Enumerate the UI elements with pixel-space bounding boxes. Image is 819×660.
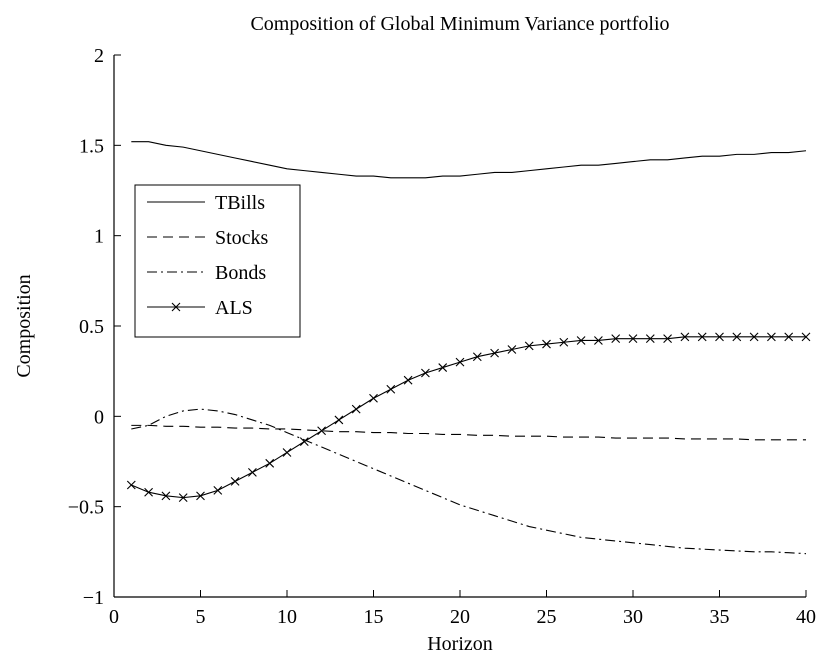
series-line (131, 424, 806, 441)
series-marker (438, 363, 448, 372)
y-tick-label: 0 (94, 406, 104, 428)
legend-marker (171, 302, 181, 312)
series-marker (594, 336, 603, 345)
x-tick-label: 10 (277, 606, 297, 628)
x-axis-label: Horizon (427, 633, 493, 655)
series-marker (767, 332, 776, 342)
series-marker (576, 336, 586, 345)
series-marker (559, 337, 569, 347)
x-tick-label: 0 (109, 606, 119, 628)
y-tick-label: 2 (94, 45, 104, 67)
series-marker (749, 332, 759, 342)
legend-label: ALS (215, 297, 253, 319)
series-marker (351, 404, 361, 414)
series-marker (126, 480, 136, 490)
series-marker (680, 332, 690, 342)
series-marker (213, 486, 223, 495)
series-marker (403, 375, 413, 385)
series-marker (317, 426, 326, 436)
series-marker (715, 332, 724, 342)
series-line (131, 336, 806, 499)
series-marker (611, 334, 621, 344)
x-tick-label: 20 (450, 606, 470, 628)
x-tick-label: 40 (796, 606, 816, 628)
x-tick-label: 15 (364, 606, 384, 628)
legend-box (134, 184, 301, 338)
series-marker (490, 348, 499, 358)
x-tick-label: 5 (196, 606, 206, 628)
x-tick-label: 30 (623, 606, 643, 628)
series-marker (455, 357, 465, 367)
chart-title: Composition of Global Minimum Variance p… (250, 13, 669, 35)
series-marker (161, 491, 171, 501)
y-tick-label: −1 (83, 587, 104, 609)
y-tick-label: 1.5 (79, 135, 104, 157)
y-axis-label: Composition (13, 274, 35, 377)
series-marker (178, 493, 188, 503)
x-tick-label: 35 (710, 606, 730, 628)
series-marker (421, 368, 430, 378)
series-marker (645, 334, 655, 344)
legend-label: TBills (215, 192, 265, 214)
series-marker (248, 467, 257, 477)
series-marker (542, 339, 551, 349)
legend-label: Bonds (215, 262, 266, 284)
series-marker (282, 448, 292, 457)
series-marker (801, 332, 811, 342)
series-marker (196, 491, 205, 501)
series-marker (732, 332, 742, 342)
series-marker (144, 487, 153, 497)
series-line (131, 141, 807, 179)
x-tick-label: 25 (537, 606, 557, 628)
series-marker (784, 332, 794, 342)
series-marker (369, 393, 378, 403)
series-marker (524, 341, 534, 351)
series-marker (299, 437, 309, 447)
y-tick-label: −0.5 (68, 497, 104, 519)
series-marker (663, 334, 672, 344)
series-marker (472, 352, 482, 362)
series-marker (386, 384, 396, 394)
series-marker (230, 476, 240, 486)
series-marker (628, 334, 638, 344)
series-line (131, 408, 807, 555)
legend-label: Stocks (215, 227, 269, 249)
series-marker (507, 345, 517, 354)
y-tick-label: 0.5 (79, 316, 104, 338)
series-marker (697, 332, 707, 342)
y-tick-label: 1 (94, 226, 104, 248)
series-marker (265, 458, 275, 468)
series-marker (334, 415, 344, 425)
